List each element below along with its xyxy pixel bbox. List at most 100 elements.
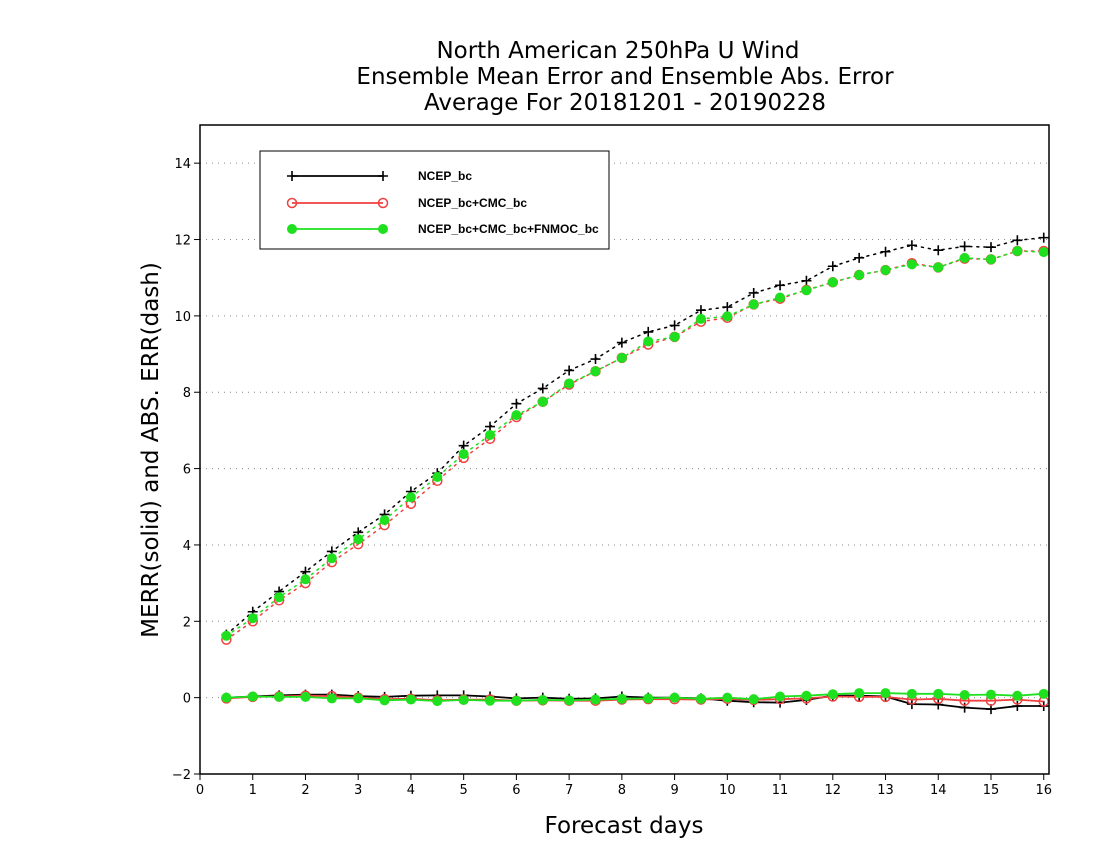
mean-err-point [933,699,944,710]
y-tick-label: 6 [183,463,191,478]
abs-err-point [827,261,838,272]
x-tick-label: 12 [825,783,842,798]
series-abs-err-line [225,236,1045,636]
y-tick-label: −2 [172,768,191,783]
abs-err-point [590,366,601,377]
abs-err-point [985,254,996,265]
abs-err-point [775,280,786,291]
mean-err-point [511,695,522,706]
abs-err-point [827,277,838,288]
series-0 [221,232,1049,715]
mean-err-point [537,694,548,705]
abs-err-point [722,311,733,322]
legend-label: NCEP_bc+CMC_bc [418,196,527,210]
abs-err-point [695,313,706,324]
title-line-2: Ensemble Mean Error and Ensemble Abs. Er… [356,64,894,90]
abs-err-point [933,245,944,256]
x-axis-label: Forecast days [545,813,704,839]
mean-err-point [1038,688,1049,699]
abs-err-point [300,574,311,585]
mean-err-point [485,695,496,706]
legend-label: NCEP_bc [418,169,472,183]
mean-err-point [564,695,575,706]
y-tick-label: 4 [183,539,191,554]
legend-marker [287,171,297,181]
y-axis-label: MERR(solid) and ABS. ERR(dash) [138,262,164,638]
y-tick-label: 12 [174,234,191,249]
abs-err-point [695,305,706,316]
series-1 [221,245,1049,707]
y-tick-label: 2 [183,615,191,630]
legend-item-1: NCEP_bc+CMC_bc [286,196,527,210]
mean-err-point [590,694,601,705]
mean-err-point [221,692,232,703]
mean-err-point [1012,690,1023,701]
mean-err-point [775,691,786,702]
x-tick-label: 6 [512,783,520,798]
legend-item-0: NCEP_bc [287,169,472,183]
abs-err-point [959,252,970,263]
mean-err-point [695,693,706,704]
series-2 [221,245,1049,707]
abs-err-point [854,252,865,263]
mean-err-point [722,692,733,703]
abs-err-point [643,326,654,337]
legend-label: NCEP_bc+CMC_bc+FNMOC_bc [418,222,599,236]
mean-err-point [854,688,865,699]
abs-err-point [405,492,416,503]
abs-err-point [1038,247,1049,258]
mean-err-point [326,693,337,704]
series-abs-err-line [225,250,1045,641]
abs-err-point [643,336,654,347]
abs-err-point [1038,232,1049,243]
abs-err-point [326,553,337,564]
y-tick-label: 14 [174,157,191,172]
abs-err-point [854,270,865,281]
x-tick-label: 1 [249,783,257,798]
chart-title: North American 250hPa U Wind Ensemble Me… [356,38,894,116]
abs-err-point [906,240,917,251]
abs-err-point [880,265,891,276]
legend-item-2: NCEP_bc+CMC_bc+FNMOC_bc [287,222,599,236]
mean-err-point [458,694,469,705]
legend-marker [286,197,298,209]
abs-err-point [1012,245,1023,256]
x-tick-label: 13 [877,783,894,798]
mean-err-point [643,693,654,704]
legend-box [259,150,610,250]
abs-err-point [1012,235,1023,246]
y-tick-label: 0 [183,692,191,707]
mean-err-point [405,694,416,705]
abs-err-point [564,378,575,389]
x-tick-label: 15 [983,783,1000,798]
mean-err-point [353,693,364,704]
series-layer [221,232,1049,715]
legend-marker [378,224,388,234]
mean-err-point [300,691,311,702]
mean-err-point [432,696,443,707]
mean-err-point [379,695,390,706]
abs-err-point [221,630,232,641]
abs-err-point [458,440,469,451]
abs-err-point [511,410,522,421]
mean-err-point [669,692,680,703]
abs-err-point [379,515,390,526]
mean-err-point [748,694,759,705]
abs-err-point [590,354,601,365]
abs-err-point [274,592,285,603]
abs-err-point [485,429,496,440]
title-line-3: Average For 20181201 - 20190228 [424,90,826,116]
x-tick-label: 7 [565,783,573,798]
abs-err-point [669,320,680,331]
y-axis: −2 0 2 4 6 8 10 12 14 [172,157,200,783]
abs-err-point [485,421,496,432]
x-tick-label: 0 [196,783,204,798]
title-line-1: North American 250hPa U Wind [436,38,799,64]
legend-marker [287,224,297,234]
x-tick-label: 10 [719,783,736,798]
gridlines [200,162,1049,775]
mean-err-point [933,688,944,699]
x-tick-label: 9 [670,783,678,798]
abs-err-point [564,365,575,376]
